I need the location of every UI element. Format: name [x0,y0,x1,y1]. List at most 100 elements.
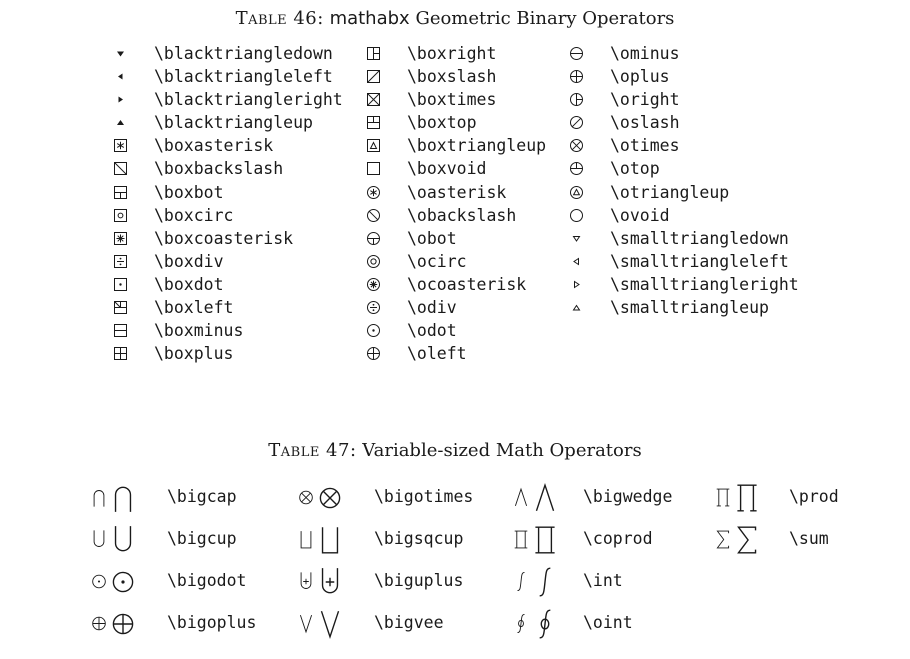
command-name: \ocoasterisk [407,274,527,294]
command-name: \smalltriangleright [610,274,799,294]
table46-caption-prefix: Table 46: [235,8,324,29]
command-name: \oslash [610,113,680,133]
circle-circ-icon [363,253,383,270]
command-name: \boxasterisk [154,136,274,156]
black-triangle-down-icon [110,45,130,62]
command-name: \smalltriangleleft [610,251,789,271]
table47-caption-prefix: Table 47: [268,440,357,461]
circle-div-icon [363,299,383,316]
command-name: \ominus [610,44,680,63]
box-minus-icon [110,322,130,339]
circle-bot-icon [363,230,383,247]
command-name: \boxcoasterisk [154,228,294,248]
contour-integral-large-icon [530,607,560,641]
big-oplus-small-icon [88,612,110,634]
circle-asterisk-icon [363,184,383,201]
box-plus-icon [110,345,130,362]
circle-right-icon [566,91,586,108]
coprod-large-icon [530,523,560,557]
command-name: \prod [789,487,839,506]
command-name: \boxdot [154,274,224,294]
circle-coasterisk-icon [363,276,383,293]
command-name: \blacktriangleleft [154,67,333,87]
command-name: \boxtop [407,113,477,133]
box-div-icon [110,253,130,270]
command-name: \ovoid [610,205,670,225]
command-name: \bigwedge [583,487,673,506]
box-dot-icon [110,276,130,293]
command-name: \ocirc [407,251,467,271]
command-name: \odot [407,321,457,341]
command-name: \blacktriangleup [154,113,313,133]
command-name: \smalltriangledown [610,228,789,248]
big-odot-large-icon [108,565,138,599]
command-name: \boxslash [407,67,497,87]
big-oplus-large-icon [108,607,138,641]
big-sqcup-large-icon [315,523,345,557]
command-name: \bigodot [167,571,247,590]
circle-minus-icon [566,45,586,62]
circle-backslash-icon [363,207,383,224]
small-triangle-down-icon [566,230,586,247]
small-triangle-left-icon [566,253,586,270]
command-name: \boxbackslash [154,159,284,179]
command-name: \biguplus [374,571,464,590]
big-wedge-large-icon [530,481,560,515]
sum-small-icon [712,528,734,550]
circle-top-icon [566,160,586,177]
command-name: \obot [407,228,457,248]
black-triangle-up-icon [110,114,130,131]
command-name: \boxvoid [407,159,487,179]
command-name: \bigsqcup [374,529,464,548]
command-name: \otimes [610,136,680,156]
prod-small-icon [712,486,734,508]
big-otimes-small-icon [295,486,317,508]
command-name: \otriangleup [610,182,730,202]
command-name: \int [583,571,623,590]
command-name: \boxminus [154,321,244,341]
command-name: \sum [789,529,829,548]
small-triangle-up-icon [566,299,586,316]
box-bot-icon [110,184,130,201]
box-coasterisk-icon [110,230,130,247]
command-name: \odiv [407,298,457,318]
small-triangle-right-icon [566,276,586,293]
command-name: \bigcup [167,529,237,548]
box-circ-icon [110,207,130,224]
command-name: \boxcirc [154,205,234,225]
box-triangle-up-icon [363,137,383,154]
big-wedge-small-icon [510,486,532,508]
integral-small-icon [510,570,532,592]
circle-dot-icon [363,322,383,339]
big-cap-small-icon [88,486,110,508]
command-name: \smalltriangleup [610,298,769,318]
box-backslash-icon [110,160,130,177]
table46-caption: Table 46: mathabx Geometric Binary Opera… [0,8,910,29]
big-cup-small-icon [88,528,110,550]
command-name: \oplus [610,67,670,87]
big-vee-small-icon [295,612,317,634]
circle-left-icon [363,345,383,362]
command-name: \boxbot [154,182,224,202]
command-name: \bigcap [167,487,237,506]
circle-slash-icon [566,114,586,131]
black-triangle-left-icon [110,68,130,85]
command-name: \boxdiv [154,251,224,271]
table47-caption: Table 47: Variable-sized Math Operators [0,440,910,461]
command-name: \boxleft [154,298,234,318]
big-odot-small-icon [88,570,110,592]
box-right-icon [363,45,383,62]
command-name: \oint [583,613,633,632]
circle-times-icon [566,137,586,154]
big-vee-large-icon [315,607,345,641]
box-void-icon [363,160,383,177]
command-name: \bigotimes [374,487,474,506]
contour-integral-small-icon [510,612,532,634]
big-uplus-large-icon [315,565,345,599]
table47-caption-text: Variable-sized Math Operators [362,440,642,461]
big-otimes-large-icon [315,481,345,515]
command-name: \oasterisk [407,182,507,202]
command-name: \coprod [583,529,653,548]
prod-large-icon [732,481,762,515]
box-left-icon [110,299,130,316]
